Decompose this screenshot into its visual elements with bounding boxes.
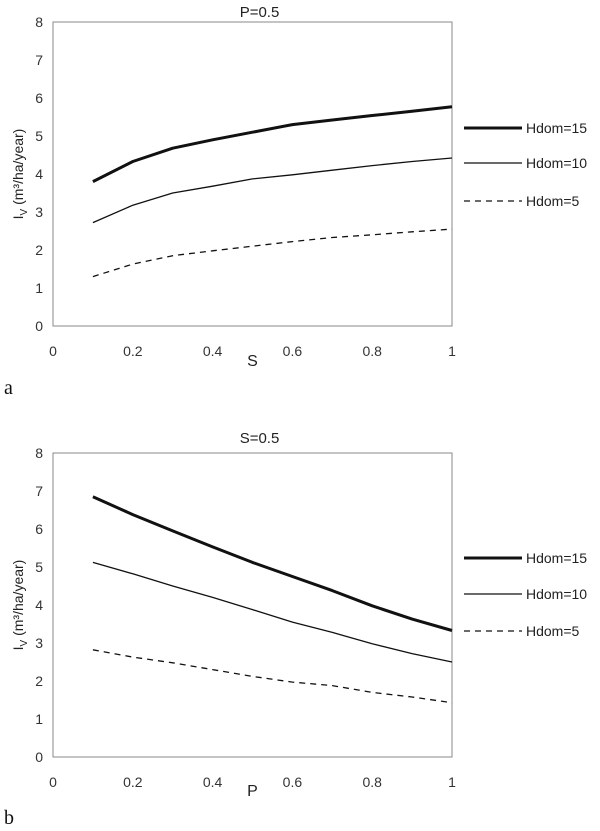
x-tick-label: 0.6	[283, 343, 303, 359]
legend-label: Hdom=10	[526, 586, 587, 602]
y-tick-label: 4	[35, 166, 43, 182]
x-tick-label: 0.8	[362, 774, 382, 790]
y-tick-label: 5	[35, 559, 43, 575]
y-tick-label: 5	[35, 128, 43, 144]
y-tick-label: 7	[35, 52, 43, 68]
y-tick-label: 3	[35, 635, 43, 651]
y-tick-label: 1	[35, 280, 43, 296]
x-tick-label: 0.8	[362, 343, 382, 359]
chart-title: S=0.5	[240, 430, 280, 447]
x-tick-label: 0.4	[203, 343, 223, 359]
chart-title: P=0.5	[240, 4, 280, 21]
x-tick-label: 0.2	[123, 343, 143, 359]
y-tick-label: 2	[35, 673, 43, 689]
series-line-hdom-15	[92, 105, 453, 183]
series-line-hdom-10	[92, 157, 453, 224]
legend-label: Hdom=5	[526, 193, 580, 209]
y-tick-label: 0	[35, 318, 43, 334]
y-tick-label: 7	[35, 483, 43, 499]
x-tick-label: 0	[49, 774, 57, 790]
y-axis-label: IV (m³/ha/year)	[10, 129, 30, 220]
series-line-hdom-5	[92, 649, 453, 704]
x-axis-label: P	[247, 783, 258, 800]
y-tick-label: 1	[35, 711, 43, 727]
y-tick-label: 3	[35, 204, 43, 220]
series-line-hdom-10	[92, 561, 453, 663]
x-tick-label: 0	[49, 343, 57, 359]
x-tick-label: 0.6	[283, 774, 303, 790]
y-tick-label: 8	[35, 14, 43, 30]
y-axis-label: IV (m³/ha/year)	[10, 560, 30, 651]
legend-label: Hdom=15	[526, 120, 587, 136]
legend-label: Hdom=15	[526, 550, 587, 566]
y-tick-label: 4	[35, 597, 43, 613]
x-tick-label: 0.4	[203, 774, 223, 790]
x-tick-label: 1	[448, 774, 456, 790]
plot-area	[52, 21, 453, 327]
x-tick-label: 1	[448, 343, 456, 359]
y-tick-label: 2	[35, 242, 43, 258]
panel-label: a	[4, 377, 13, 399]
x-axis-label: S	[247, 353, 258, 370]
legend-label: Hdom=10	[526, 155, 587, 171]
x-tick-label: 0.2	[123, 774, 143, 790]
series-line-hdom-15	[92, 495, 453, 632]
panel-label: b	[4, 807, 14, 829]
y-tick-label: 8	[35, 445, 43, 461]
plot-area	[52, 452, 453, 758]
series-line-hdom-5	[92, 228, 453, 278]
legend-label: Hdom=5	[526, 623, 580, 639]
y-tick-label: 6	[35, 521, 43, 537]
y-tick-label: 0	[35, 749, 43, 765]
y-tick-label: 6	[35, 90, 43, 106]
